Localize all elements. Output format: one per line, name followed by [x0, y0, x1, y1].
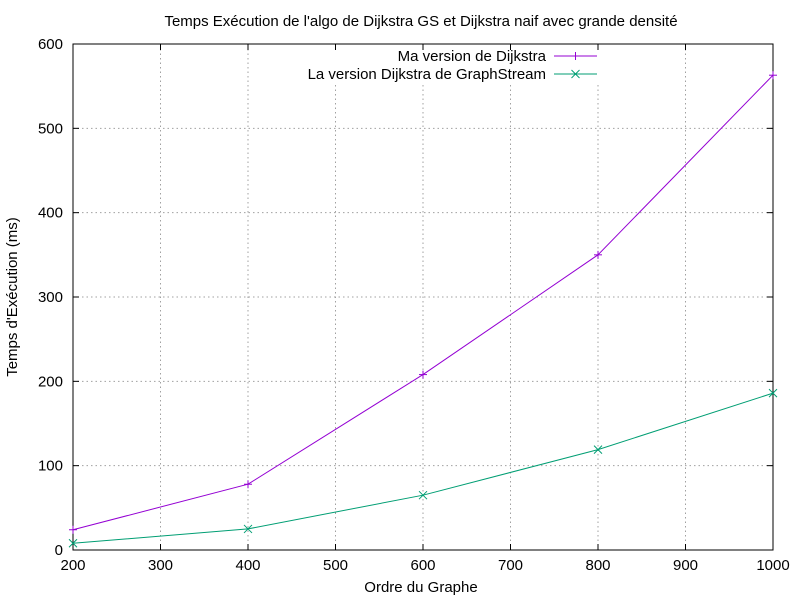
series-1	[69, 71, 777, 534]
y-tick-label: 200	[38, 373, 63, 390]
x-axis-title: Ordre du Graphe	[364, 579, 477, 596]
x-tick-label: 500	[323, 557, 348, 574]
ticks: 200 300 400 500 600 700 800 900 1000 0 100 200 300 40…	[38, 36, 790, 574]
y-tick-label: 600	[38, 36, 63, 53]
legend-marker	[571, 52, 580, 60]
y-tick-label: 500	[38, 120, 63, 137]
x-tick-label: 200	[60, 557, 85, 574]
data-point	[243, 524, 253, 534]
legend-marker-d2	[571, 69, 580, 79]
y-tick-label: 300	[38, 289, 63, 306]
y-tick-label: 0	[55, 542, 63, 559]
point-marker-d2	[68, 538, 78, 548]
data-point	[69, 525, 77, 534]
data-point	[593, 445, 603, 454]
x-tick-label: 900	[673, 557, 698, 574]
x-tick-label: 600	[410, 557, 435, 574]
point-marker-d2	[418, 490, 428, 500]
legend-label: La version Dijkstra de GraphStream	[308, 66, 546, 83]
data-point	[419, 370, 427, 379]
x-tick-label: 400	[235, 557, 260, 574]
x-tick-label: 1000	[756, 557, 789, 574]
point-marker-d2	[243, 524, 253, 534]
series-2	[68, 388, 778, 548]
data-point	[769, 71, 777, 80]
point-marker-d2	[593, 445, 603, 454]
legend-item-1: Ma version de Dijkstra	[398, 48, 597, 65]
x-tick-label: 800	[585, 557, 610, 574]
legend-marker	[571, 69, 580, 79]
legend-label: Ma version de Dijkstra	[398, 48, 547, 65]
chart-title: Temps Exécution de l'algo de Dijkstra GS…	[164, 13, 677, 30]
y-tick-label: 100	[38, 458, 63, 475]
series-group	[68, 71, 778, 548]
x-tick-label: 300	[148, 557, 173, 574]
data-point	[418, 490, 428, 500]
y-tick-label: 400	[38, 205, 63, 222]
x-tick-label: 700	[498, 557, 523, 574]
legend-item-2: La version Dijkstra de GraphStream	[308, 66, 597, 83]
data-point	[68, 538, 78, 548]
y-axis-title: Temps d'Exécution (ms)	[4, 217, 21, 377]
data-point	[594, 250, 602, 259]
data-point	[244, 480, 252, 489]
point-marker-d2	[768, 388, 778, 398]
data-point	[768, 388, 778, 398]
